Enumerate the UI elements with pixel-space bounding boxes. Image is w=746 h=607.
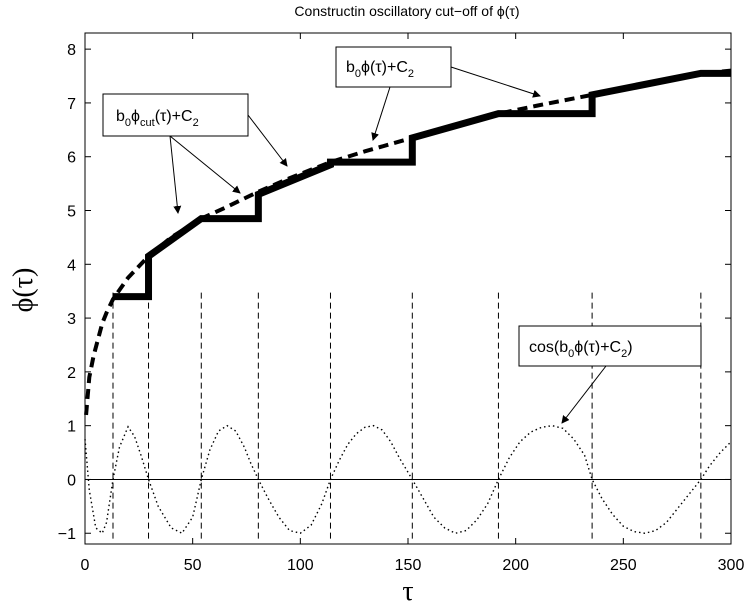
annotation-arrow <box>561 365 607 424</box>
y-tick-label: 2 <box>67 365 76 382</box>
vertical-guides <box>112 291 702 539</box>
series-layer <box>84 68 732 535</box>
y-tick-label: 6 <box>67 150 76 167</box>
x-axis-label: τ <box>402 576 413 607</box>
y-tick-label: 5 <box>67 204 76 221</box>
y-tick-label: 8 <box>67 42 76 59</box>
y-tick-label: 4 <box>67 257 76 274</box>
annotation-arrow <box>247 114 288 167</box>
annotation-box <box>335 46 452 88</box>
y-tick-label: 1 <box>67 419 76 436</box>
phi-cut-series-line <box>112 69 731 301</box>
annotation-phi-cut: b0ϕcut(τ)+C2 <box>102 93 288 214</box>
chart-title: Constructin oscillatory cut−off of ϕ(τ) <box>294 3 519 19</box>
x-tick-label: 0 <box>81 557 90 574</box>
x-tick-label: 150 <box>395 557 422 574</box>
y-tick-label: 3 <box>67 311 76 328</box>
x-tick-label: 100 <box>287 557 314 574</box>
annotation-label: cos(b0ϕ(τ)+C2) <box>529 339 633 360</box>
axis-ticks: 0 50 100 150 200 250 300 −1 0 1 2 3 4 5 6 7 8 <box>58 33 745 574</box>
x-tick-label: 300 <box>718 557 745 574</box>
annotation-arrow <box>450 66 541 98</box>
y-tick-label: −1 <box>58 526 76 543</box>
annotation-arrow <box>169 135 241 194</box>
annotation-cos: cos(b0ϕ(τ)+C2) <box>518 325 702 424</box>
annotation-label: b0ϕcut(τ)+C2 <box>116 108 199 129</box>
y-tick-label: 0 <box>67 472 76 489</box>
x-tick-label: 200 <box>502 557 529 574</box>
annotation-arrow <box>169 135 182 214</box>
annotation-box <box>518 325 702 367</box>
annotation-phi: b0ϕ(τ)+C2 <box>335 46 541 141</box>
x-tick-label: 250 <box>610 557 637 574</box>
y-axis-label: ϕ(τ) <box>8 268 39 313</box>
y-tick-label: 7 <box>67 96 76 113</box>
annotation-label: b0ϕ(τ)+C2 <box>346 59 414 80</box>
annotation-box <box>102 93 249 137</box>
cos-series-line <box>84 424 732 535</box>
x-tick-label: 50 <box>184 557 202 574</box>
annotation-arrow <box>371 86 391 141</box>
